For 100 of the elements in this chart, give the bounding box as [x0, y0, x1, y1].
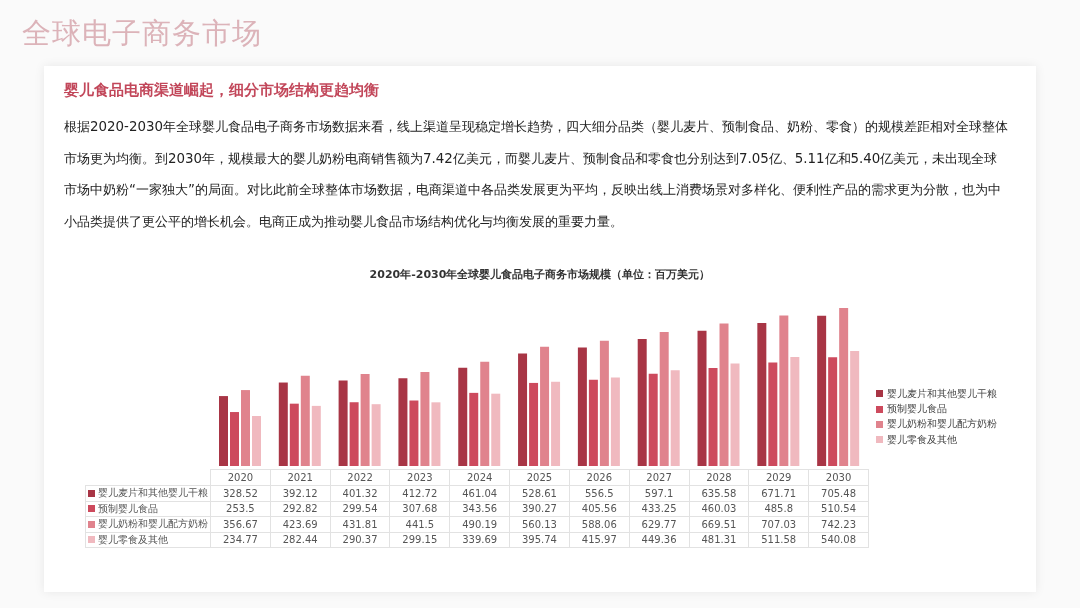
- bar: [588, 379, 598, 466]
- data-label: 282.44: [270, 532, 331, 548]
- data-label: 629.77: [629, 516, 689, 532]
- data-label: 401.32: [330, 485, 390, 501]
- bar: [599, 340, 609, 466]
- data-label: 441.5: [389, 516, 450, 532]
- bar: [551, 381, 561, 466]
- bar: [311, 405, 321, 466]
- bar: [730, 363, 740, 466]
- bar: [300, 375, 310, 466]
- x-tick-label: 2025: [509, 469, 570, 486]
- data-label: 556.5: [569, 485, 630, 501]
- data-label: 234.77: [210, 532, 271, 548]
- data-label: 707.03: [748, 516, 809, 532]
- text: 婴儿零食及其他: [98, 533, 168, 545]
- data-label: 307.68: [389, 501, 450, 517]
- text: 婴儿奶粉和婴儿配方奶粉: [98, 518, 208, 530]
- data-label: 339.69: [449, 532, 510, 548]
- x-tick-label: 2030: [808, 469, 869, 486]
- bar: [360, 374, 370, 466]
- data-label: 290.37: [330, 532, 390, 548]
- legend-label: 婴儿麦片和其他婴儿干粮: [98, 486, 208, 501]
- x-tick-label: 2026: [569, 469, 630, 486]
- bar: [431, 402, 441, 466]
- data-label: 433.25: [629, 501, 689, 517]
- text: 婴儿麦片和其他婴儿干粮: [887, 387, 997, 399]
- data-label: 415.97: [569, 532, 630, 548]
- data-label: 460.03: [689, 501, 749, 517]
- bar: [828, 357, 838, 466]
- text: 预制婴儿食品: [98, 502, 158, 514]
- x-tick-label: 2027: [629, 469, 689, 486]
- bar: [278, 382, 288, 466]
- bar: [251, 416, 261, 466]
- data-label: 528.61: [509, 485, 570, 501]
- data-label: 671.71: [748, 485, 809, 501]
- legend-label: 婴儿奶粉和婴儿配方奶粉: [887, 417, 997, 432]
- bar: [757, 323, 767, 466]
- data-label: 343.56: [449, 501, 510, 517]
- legend-label: 婴儿零食及其他: [887, 432, 957, 447]
- data-label: 253.5: [210, 501, 271, 517]
- x-tick-label: 2024: [449, 469, 510, 486]
- data-label: 449.36: [629, 532, 689, 548]
- bar: [240, 390, 250, 466]
- data-label: 705.48: [808, 485, 869, 501]
- data-label: 299.15: [389, 532, 450, 548]
- data-label: 635.58: [689, 485, 749, 501]
- x-tick-label: 2020: [210, 469, 271, 486]
- data-label: 597.1: [629, 485, 689, 501]
- data-label: 560.13: [509, 516, 570, 532]
- data-label: 481.31: [689, 532, 749, 548]
- bar: [518, 353, 528, 466]
- x-tick-label: 2028: [689, 469, 749, 486]
- bar: [469, 392, 479, 466]
- bar: [839, 308, 849, 466]
- bar: [790, 357, 800, 466]
- chart-subtitle: 婴儿食品电商渠道崛起，细分市场结构更趋均衡: [64, 81, 379, 100]
- data-label: 328.52: [210, 485, 271, 501]
- bar: [289, 403, 299, 466]
- data-label: 412.72: [389, 485, 450, 501]
- bar: [708, 368, 718, 466]
- data-label: 392.12: [270, 485, 331, 501]
- bar: [659, 331, 669, 466]
- data-label: 431.81: [330, 516, 390, 532]
- bar: [338, 380, 348, 466]
- data-label: 299.54: [330, 501, 390, 517]
- bar: [540, 346, 550, 466]
- x-tick-label: 2023: [389, 469, 450, 486]
- bar: [768, 362, 778, 466]
- chart-title: 2020年-2030年全球婴儿食品电子商务市场规模（单位：百万美元）: [368, 267, 712, 282]
- data-label: 405.56: [569, 501, 630, 517]
- data-label: 669.51: [689, 516, 749, 532]
- bar: [779, 315, 789, 466]
- bar: [371, 404, 381, 466]
- data-label: 510.54: [808, 501, 869, 517]
- bar: [480, 361, 490, 466]
- bar: [670, 370, 680, 466]
- data-label: 423.69: [270, 516, 331, 532]
- data-label: 511.58: [748, 532, 809, 548]
- data-label: 356.67: [210, 516, 271, 532]
- bar: [637, 338, 647, 466]
- x-tick-label: 2022: [330, 469, 390, 486]
- text: 根据2020-2030年全球婴儿食品电子商务市场数据来看，线上渠道呈现稳定增长趋势，四大细分品类（婴儿麦片、预制食品、奶粉、零食）的规模差距相对全球整体市场更为均衡。到2030年，规模最大的婴儿奶粉电商销售额为7.42亿美元，而婴儿麦片、预制食品和零食也分别达到7.05亿、5.11亿和5.40亿美元，未出现全球市场中奶粉“一家独大”的局面。对比此前全球整体市场数据，电商渠道中各品类发展更为平均，反映出线上消费场景对多样化、便利性产品的需求更为分散，也为中小品类提供了更公平的增长机会。电商正成为推动婴儿食品市场结构优化与均衡发展的重要力量。: [64, 119, 1008, 229]
- data-label: 490.19: [449, 516, 510, 532]
- bar: [817, 315, 827, 466]
- bar: [697, 330, 707, 466]
- bar: [610, 377, 620, 466]
- data-label: 485.8: [748, 501, 809, 517]
- bar: [420, 372, 430, 466]
- text: 全球电子商务市场: [22, 15, 262, 52]
- bar: [577, 347, 587, 466]
- data-label: 390.27: [509, 501, 570, 517]
- data-label: 292.82: [270, 501, 331, 517]
- x-tick-label: 2021: [270, 469, 331, 486]
- x-tick-label: 2029: [748, 469, 809, 486]
- data-label: 742.23: [808, 516, 869, 532]
- bar: [218, 396, 228, 466]
- data-label: 461.04: [449, 485, 510, 501]
- data-label: 588.06: [569, 516, 630, 532]
- bar: [458, 367, 468, 466]
- bar: [409, 400, 419, 466]
